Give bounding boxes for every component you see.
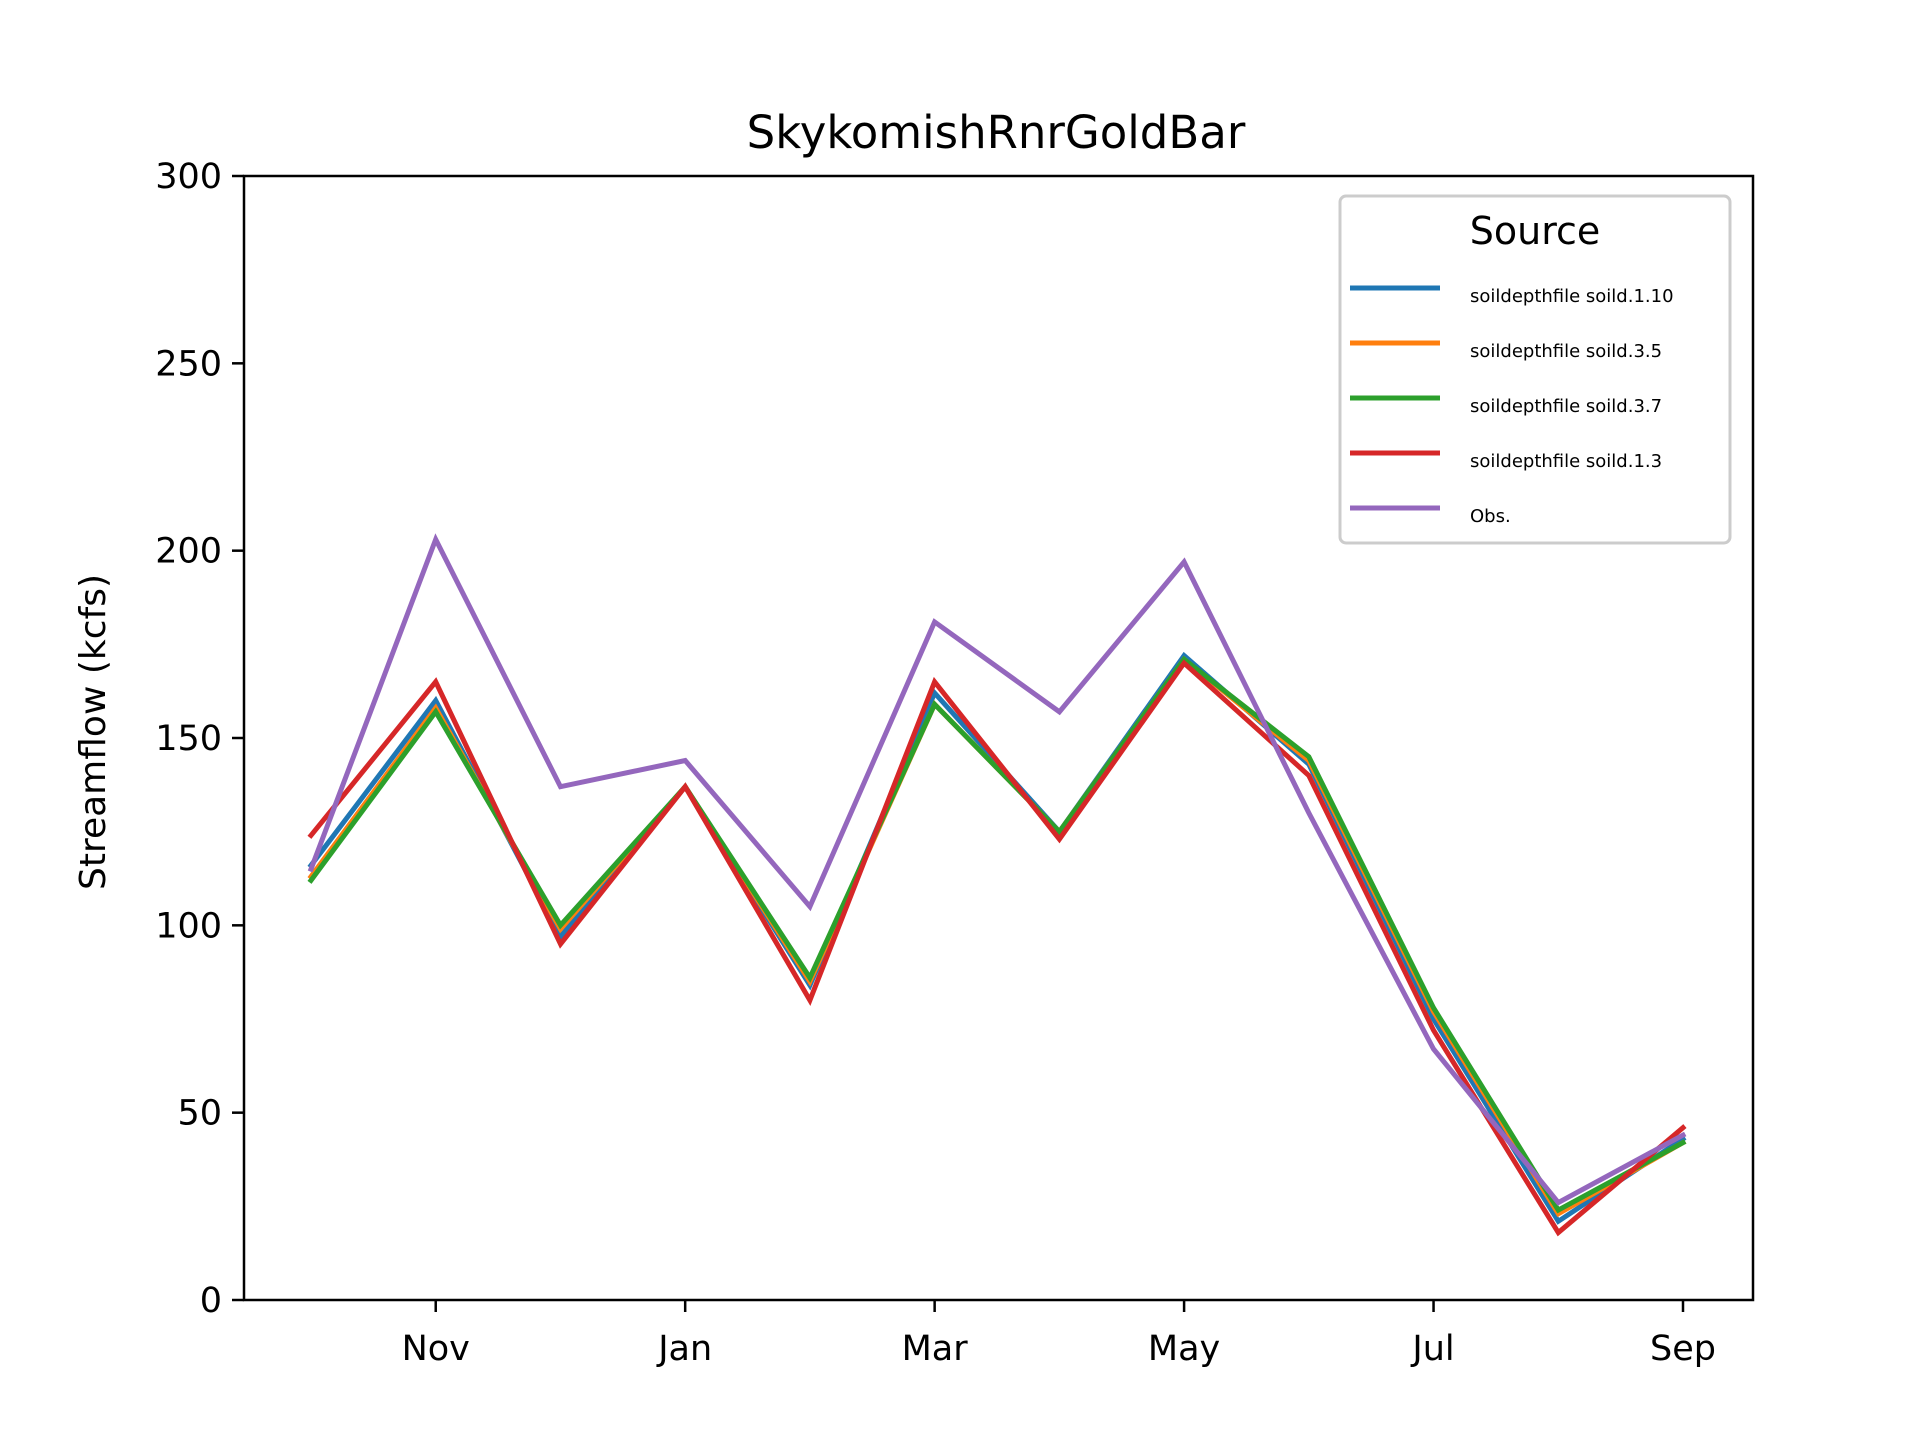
series-line-soildepthfile-soild-3-7 <box>307 655 1687 1214</box>
series-line-soildepthfile-soild-1-3 <box>307 659 1687 1237</box>
series-line-obs <box>307 533 1687 1206</box>
plot-frame <box>242 174 1755 1302</box>
x-tick-label: Nov <box>402 1329 470 1369</box>
legend-label: soildepthfile soild.1.3 <box>1470 451 1662 472</box>
y-tick-label: 50 <box>177 1094 222 1134</box>
legend-box <box>1338 194 1732 545</box>
x-tick-label: Jan <box>656 1329 712 1369</box>
y-tick-label: 250 <box>155 344 222 384</box>
legend-label: soildepthfile soild.3.5 <box>1470 341 1662 362</box>
legend: Source soildepthfile soild.1.10soildepth… <box>1338 194 1732 545</box>
x-tick-label: May <box>1148 1329 1220 1369</box>
legend-label: Obs. <box>1470 506 1511 527</box>
legend-label: soildepthfile soild.1.10 <box>1470 286 1674 307</box>
y-tick-label: 150 <box>155 719 222 759</box>
y-tick-label: 0 <box>200 1281 222 1321</box>
legend-title: Source <box>1470 209 1601 253</box>
x-tick-label: Jul <box>1410 1329 1454 1369</box>
y-axis: 0 50 100 150 200 250 300 <box>155 157 244 1321</box>
y-tick-label: 100 <box>155 906 222 946</box>
y-tick-label: 300 <box>155 157 222 197</box>
legend-entries: soildepthfile soild.1.10 soildepthfile so… <box>1350 285 1674 527</box>
y-tick-label: 200 <box>155 532 222 572</box>
plot-series <box>307 533 1687 1237</box>
x-tick-label: Sep <box>1650 1329 1716 1369</box>
y-axis-label: Streamflow (kcfs) <box>73 574 114 890</box>
x-axis: Nov Jan Mar May Jul Sep <box>402 1300 1716 1369</box>
x-tick-label: Mar <box>902 1329 969 1369</box>
legend-label: soildepthfile soild.3.7 <box>1470 396 1662 417</box>
chart-title: SkykomishRnrGoldBar <box>747 106 1246 159</box>
